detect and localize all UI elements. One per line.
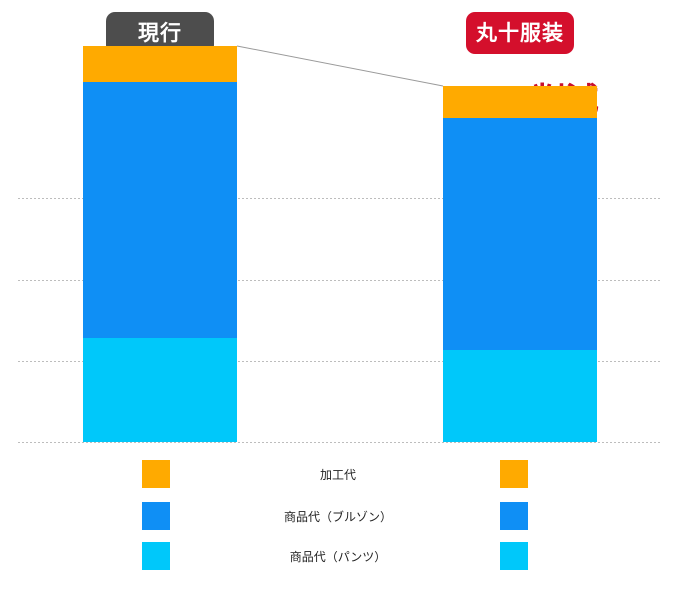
bar-segment-0-2 xyxy=(83,46,237,82)
legend-label-pants: 商品代（パンツ） xyxy=(289,550,387,564)
bar-segment-1-0 xyxy=(443,350,597,442)
legend-label-blouson: 商品代（ブルゾン） xyxy=(283,510,392,524)
bar-segment-0-1 xyxy=(83,82,237,338)
bar-segment-0-0 xyxy=(83,338,237,442)
legend-swatch-left-0 xyxy=(142,460,170,488)
legend-swatch-left-1 xyxy=(142,502,170,530)
legend-swatch-left-2 xyxy=(142,542,170,570)
legend-swatch-right-2 xyxy=(500,542,528,570)
connector-line xyxy=(236,45,444,87)
bar-segment-1-2 xyxy=(443,86,597,118)
category-label-proposed: 丸十服装 xyxy=(466,12,574,54)
legend-label-processing: 加工代 xyxy=(319,468,356,482)
bar-segment-1-1 xyxy=(443,118,597,350)
legend-swatch-right-1 xyxy=(500,502,528,530)
legend-swatch-right-0 xyxy=(500,460,528,488)
